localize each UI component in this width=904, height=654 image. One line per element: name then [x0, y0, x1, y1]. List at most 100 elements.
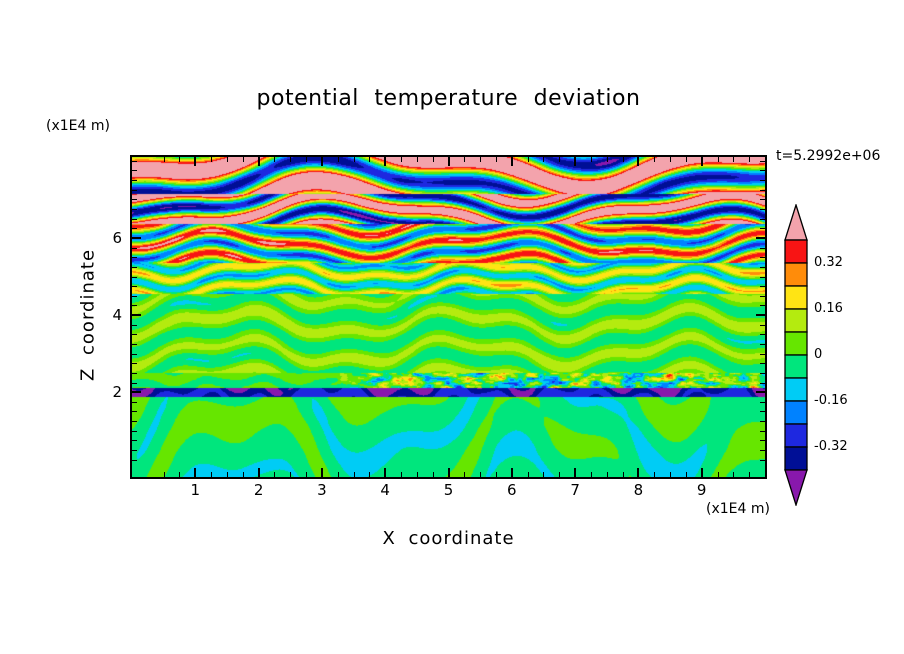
z-major-tick: [756, 391, 765, 394]
z-minor-tick: [760, 450, 765, 451]
plot-title: potential temperature deviation: [256, 86, 641, 111]
colorbar-segment: [784, 239, 808, 264]
x-minor-tick: [306, 157, 308, 162]
x-major-tick: [447, 157, 450, 166]
z-minor-tick: [132, 170, 137, 172]
z-minor-tick: [760, 199, 765, 201]
x-minor-tick: [733, 157, 735, 162]
z-minor-tick: [132, 257, 137, 259]
x-minor-tick: [543, 472, 545, 477]
z-major-tick: [132, 391, 141, 394]
z-minor-tick: [132, 343, 137, 345]
x-tick-label: 5: [443, 481, 454, 499]
colorbar: [783, 202, 809, 508]
x-minor-tick: [274, 472, 276, 477]
z-minor-tick: [760, 459, 765, 461]
z-minor-tick: [132, 401, 137, 403]
x-minor-tick: [290, 157, 292, 162]
x-minor-tick: [179, 472, 181, 477]
z-minor-tick: [132, 247, 137, 249]
z-minor-tick: [760, 170, 765, 172]
z-minor-tick: [760, 324, 765, 326]
colorbar-segment: [784, 377, 808, 402]
x-tick-label: 9: [696, 481, 707, 499]
x-minor-tick: [369, 472, 371, 477]
colorbar-segment: [784, 354, 808, 379]
z-minor-tick: [132, 305, 137, 307]
colorbar-segment: [784, 423, 808, 448]
z-minor-tick: [760, 218, 765, 220]
z-minor-tick: [760, 247, 765, 249]
x-minor-tick: [654, 157, 656, 162]
z-minor-tick: [760, 266, 765, 268]
z-major-tick: [132, 236, 141, 239]
z-minor-tick: [132, 421, 137, 423]
colorbar-over-arrow: [784, 202, 808, 241]
z-minor-tick: [132, 209, 137, 211]
z-minor-tick: [132, 363, 137, 365]
x-tick-label: 1: [190, 481, 201, 499]
x-minor-tick: [416, 157, 418, 162]
x-minor-tick: [337, 472, 339, 477]
x-minor-tick: [274, 157, 276, 162]
z-major-tick: [756, 236, 765, 239]
x-minor-tick: [290, 472, 292, 477]
x-minor-tick: [480, 157, 482, 162]
x-tick-label: 8: [633, 481, 644, 499]
z-minor-tick: [760, 209, 765, 211]
x-minor-tick: [353, 157, 355, 162]
x-tick-label: 7: [570, 481, 580, 499]
x-major-tick: [384, 468, 387, 477]
x-tick-label: 3: [317, 481, 327, 499]
z-minor-tick: [132, 180, 137, 182]
x-minor-tick: [464, 472, 466, 477]
x-major-tick: [194, 157, 197, 166]
z-minor-tick: [760, 382, 765, 384]
x-major-tick: [320, 468, 323, 477]
x-major-tick: [574, 157, 577, 166]
x-minor-tick: [416, 472, 418, 477]
z-minor-tick: [760, 372, 765, 374]
x-minor-tick: [211, 157, 213, 162]
x-minor-tick: [559, 472, 561, 477]
x-minor-tick: [685, 472, 687, 477]
z-major-tick: [132, 314, 141, 317]
z-minor-tick: [760, 276, 765, 278]
z-minor-tick: [760, 305, 765, 307]
colorbar-label: 0.32: [814, 255, 843, 270]
x-minor-tick: [606, 157, 608, 162]
time-annotation: t=5.2992e+06: [776, 148, 881, 164]
z-axis-unit-label: (x1E4 m): [46, 118, 110, 134]
z-minor-tick: [760, 160, 765, 162]
x-major-tick: [257, 157, 260, 166]
z-minor-tick: [132, 295, 137, 297]
z-minor-tick: [132, 411, 137, 413]
z-minor-tick: [132, 189, 137, 191]
z-minor-tick: [760, 353, 765, 355]
x-minor-tick: [163, 472, 165, 477]
colorbar-label: -0.16: [814, 393, 848, 408]
colorbar-segment: [784, 308, 808, 333]
z-minor-tick: [760, 334, 765, 336]
z-minor-tick: [132, 440, 137, 442]
x-minor-tick: [401, 472, 403, 477]
x-minor-tick: [242, 472, 244, 477]
x-minor-tick: [353, 472, 355, 477]
z-minor-tick: [760, 189, 765, 191]
z-minor-tick: [760, 228, 765, 230]
x-major-tick: [510, 468, 513, 477]
z-minor-tick: [760, 430, 765, 432]
colorbar-segment: [784, 400, 808, 425]
x-major-tick: [574, 468, 577, 477]
colorbar-segment: [784, 262, 808, 287]
x-minor-tick: [622, 472, 624, 477]
x-major-tick: [257, 468, 260, 477]
x-minor-tick: [670, 157, 672, 162]
z-minor-tick: [132, 218, 137, 220]
x-minor-tick: [527, 157, 529, 162]
x-minor-tick: [590, 157, 592, 162]
x-minor-tick: [306, 472, 308, 477]
z-minor-tick: [132, 276, 137, 278]
x-major-tick: [700, 157, 703, 166]
